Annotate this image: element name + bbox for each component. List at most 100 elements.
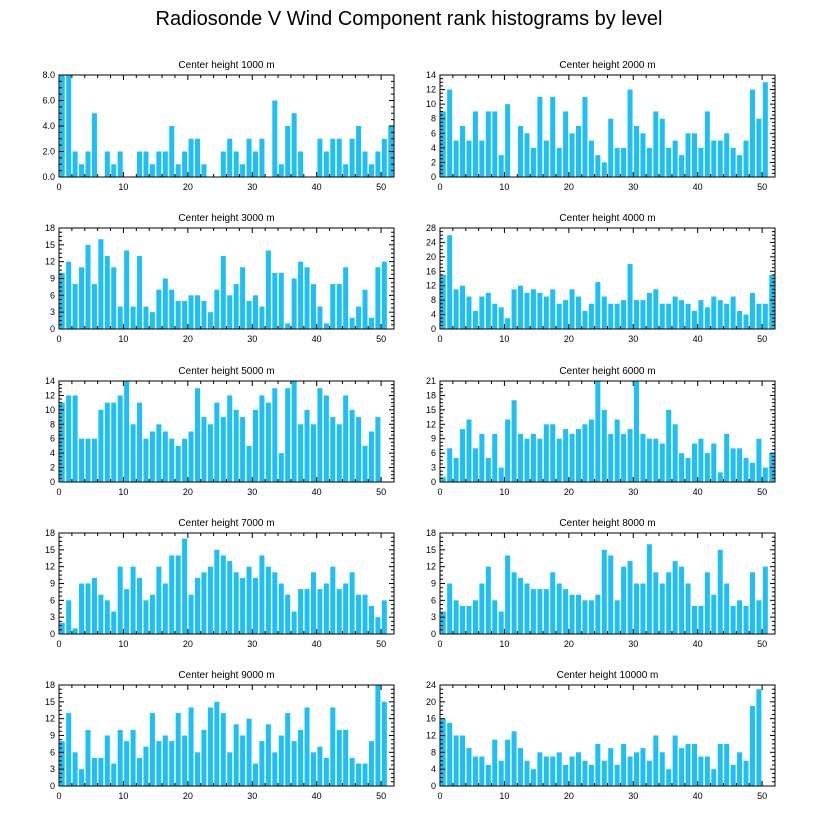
histogram-bar [640,583,646,634]
histogram-bar [724,303,730,329]
histogram-bar [601,162,607,177]
histogram-bar [149,594,155,634]
histogram-bar [149,431,155,482]
histogram-bar [698,438,704,482]
x-tick-label: 0 [437,791,442,801]
histogram-bar [569,594,575,634]
histogram-bar [563,764,569,786]
histogram-bar [762,566,768,634]
y-tick-label: 0 [50,324,55,334]
histogram-bar [214,289,220,329]
histogram-bar [646,438,652,482]
histogram-bar [518,285,524,329]
histogram-bar [601,549,607,634]
histogram-bar [576,429,582,482]
histogram-bar [479,140,485,177]
histogram-bar [91,757,97,786]
y-tick-label: 12 [45,257,55,267]
histogram-bar [666,409,672,482]
histogram-bar [646,544,652,634]
histogram-panel: Center height 9000 m 0 3 6 9 12 15 18 0 10 20 30 40 5… [45,670,395,801]
y-tick-label: 3 [50,612,55,622]
histogram-bar [278,583,284,634]
histogram-bar [466,419,472,482]
histogram-bar [265,250,271,329]
y-tick-label: 3 [50,764,55,774]
histogram-bar [111,267,117,329]
histogram-bar [85,438,91,482]
histogram-bar [143,600,149,634]
histogram-bar [550,424,556,482]
histogram-bar [149,164,155,177]
histogram-bar [550,572,556,634]
histogram-panel: Center height 10000 m 0 4 8 12 16 20 24 0 10 20 30 4… [426,670,776,801]
histogram-bar [563,589,569,634]
histogram-bar [595,594,601,634]
histogram-bar [104,735,110,786]
histogram-bar [130,566,136,634]
histogram-bar [724,743,730,786]
histogram-bar [576,296,582,329]
histogram-bar [749,572,755,634]
histogram-bar [195,388,201,482]
y-tick-label: 21 [426,376,436,386]
panel-title: Center height 4000 m [559,213,655,224]
histogram-bar [162,431,168,482]
histogram-bar [524,133,530,177]
panel-title: Center height 3000 m [178,213,274,224]
histogram-bar [659,118,665,177]
histogram-bar [207,312,213,329]
panel-title: Center height 9000 m [178,670,274,681]
y-tick-label: 0 [50,781,55,791]
histogram-bar [336,138,342,177]
histogram-bar [472,756,478,786]
histogram-bar [343,267,349,329]
histogram-bar [259,555,265,634]
histogram-bar [698,756,704,786]
y-tick-label: 3 [431,612,436,622]
histogram-bar [195,577,201,634]
histogram-bar [91,284,97,329]
histogram-bar [608,748,614,787]
histogram-bar [640,748,646,787]
histogram-bar [188,295,194,329]
histogram-bar [711,769,717,786]
y-tick-label: 4 [431,143,436,153]
histogram-bar [685,303,691,329]
histogram-bar [505,739,511,786]
histogram-bar [543,296,549,329]
histogram-bar [91,113,97,177]
histogram-bar [511,400,517,482]
histogram-bar [169,741,175,786]
histogram-bar [724,133,730,177]
histogram-bar [621,433,627,482]
histogram-bar [66,261,72,329]
y-tick-label: 28 [426,223,436,233]
x-tick-label: 50 [376,487,386,497]
histogram-bar [240,735,246,786]
histogram-bar [117,395,123,482]
y-tick-label: 20 [426,252,436,262]
x-tick-label: 30 [628,487,638,497]
histogram-bar [169,438,175,482]
y-tick-label: 4.0 [42,121,55,131]
x-tick-label: 40 [693,639,703,649]
histogram-bar [368,164,374,177]
y-tick-label: 9 [50,579,55,589]
histogram-bar [492,600,498,634]
panel-title: Center height 5000 m [178,366,274,377]
histogram-bar [162,735,168,786]
y-tick-label: 12 [45,390,55,400]
histogram-bar [485,764,491,786]
histogram-bar [188,707,194,786]
histogram-bar [362,763,368,786]
histogram-bar [246,138,252,177]
histogram-bar [381,600,387,634]
histogram-bar [130,729,136,786]
histogram-bar [182,151,188,177]
histogram-panel: Center height 8000 m 0 3 6 9 12 15 18 0 10 20 30 40 5… [426,518,776,649]
histogram-bar [518,433,524,482]
x-tick-label: 30 [247,487,257,497]
histogram-bar [298,729,304,786]
y-tick-label: 16 [426,266,436,276]
